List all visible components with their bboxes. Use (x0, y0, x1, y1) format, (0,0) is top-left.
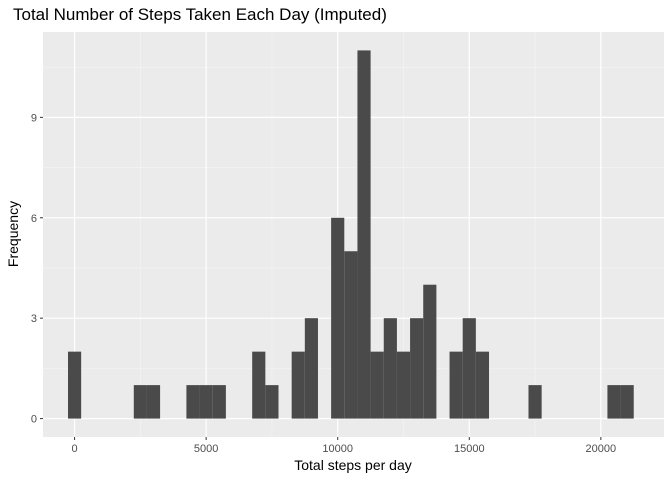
histogram-bar (199, 385, 213, 419)
y-tick-label: 0 (31, 414, 37, 426)
x-tick-label: 5000 (194, 443, 218, 455)
histogram-bar (291, 351, 305, 419)
histogram-bar (462, 318, 476, 419)
histogram-bar (370, 351, 384, 419)
histogram-bar (357, 50, 371, 419)
histogram-bar (475, 351, 490, 419)
histogram-bar (410, 318, 424, 419)
axis-ticks (40, 116, 602, 440)
histogram-bar (265, 385, 279, 419)
histogram-bar (396, 351, 411, 419)
x-tick-label: 0 (72, 443, 78, 455)
histogram-bar (212, 385, 226, 419)
x-tick-label: 20000 (586, 443, 617, 455)
histogram-bar (304, 318, 318, 419)
y-tick-label: 3 (31, 313, 37, 325)
axis-tick-labels: 0 5000 10000 15000 20000 0 3 6 9 (31, 112, 616, 455)
y-tick-label: 9 (31, 112, 37, 124)
histogram-bars (67, 50, 634, 419)
y-axis-title: Frequency (5, 201, 21, 267)
histogram-bar (528, 385, 542, 419)
histogram-bar (344, 251, 358, 419)
histogram-bar (146, 385, 161, 419)
histogram-bar (331, 217, 345, 419)
histogram-bar (620, 385, 634, 419)
y-tick-label: 6 (31, 213, 37, 225)
histogram-bar (383, 318, 397, 419)
histogram-bar (252, 351, 266, 419)
histogram-bar (186, 385, 200, 419)
x-tick-label: 10000 (322, 443, 353, 455)
histogram-bar (67, 351, 82, 419)
histogram-bar (449, 351, 463, 419)
histogram-bar (133, 385, 147, 419)
x-tick-label: 15000 (454, 443, 485, 455)
chart-title: Total Number of Steps Taken Each Day (Im… (13, 5, 387, 24)
x-axis-title: Total steps per day (294, 457, 412, 473)
histogram-bar (607, 385, 621, 419)
histogram-bar (423, 284, 437, 419)
